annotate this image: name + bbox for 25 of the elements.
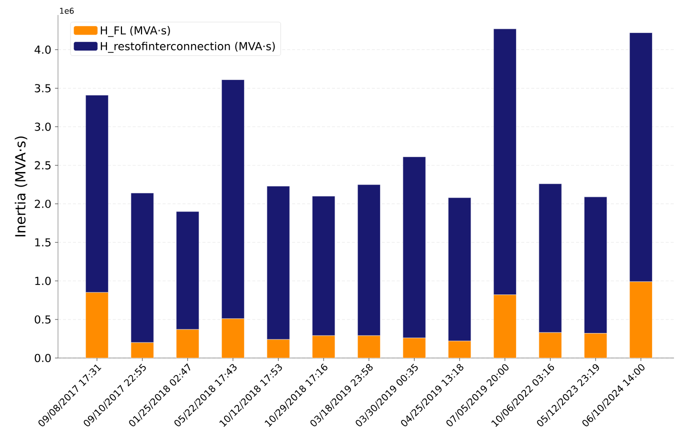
y-tick-label: 0.5 (34, 315, 51, 324)
y-axis-title: Inertia (MVA·s) (14, 136, 28, 236)
bar (357, 336, 380, 358)
bar (584, 333, 608, 358)
bar (493, 294, 516, 358)
y-tick-label: 1.5 (35, 238, 51, 246)
legend-label: H_FL (MVA·s) (100, 26, 170, 37)
bar (402, 338, 426, 358)
bar (86, 292, 108, 358)
y-tick-label: 2.0 (34, 200, 51, 208)
bar (448, 340, 472, 358)
y-tick-label: 1.0 (35, 276, 51, 286)
y-tick-label: 0.0 (34, 354, 51, 362)
y-tick-label: 4.0 (34, 46, 51, 54)
bar (266, 339, 290, 358)
y-tick-label: 2.5 (34, 161, 51, 170)
bar (176, 329, 200, 358)
bar (629, 282, 652, 358)
y-tick-label: 3.5 (34, 84, 51, 92)
bar (221, 318, 244, 358)
bar (130, 342, 154, 358)
bar (538, 332, 562, 358)
y-tick-label: 3.0 (34, 122, 51, 131)
bar (312, 336, 336, 358)
legend-label: H_restofinterconnection (MVA·s) (100, 42, 275, 53)
